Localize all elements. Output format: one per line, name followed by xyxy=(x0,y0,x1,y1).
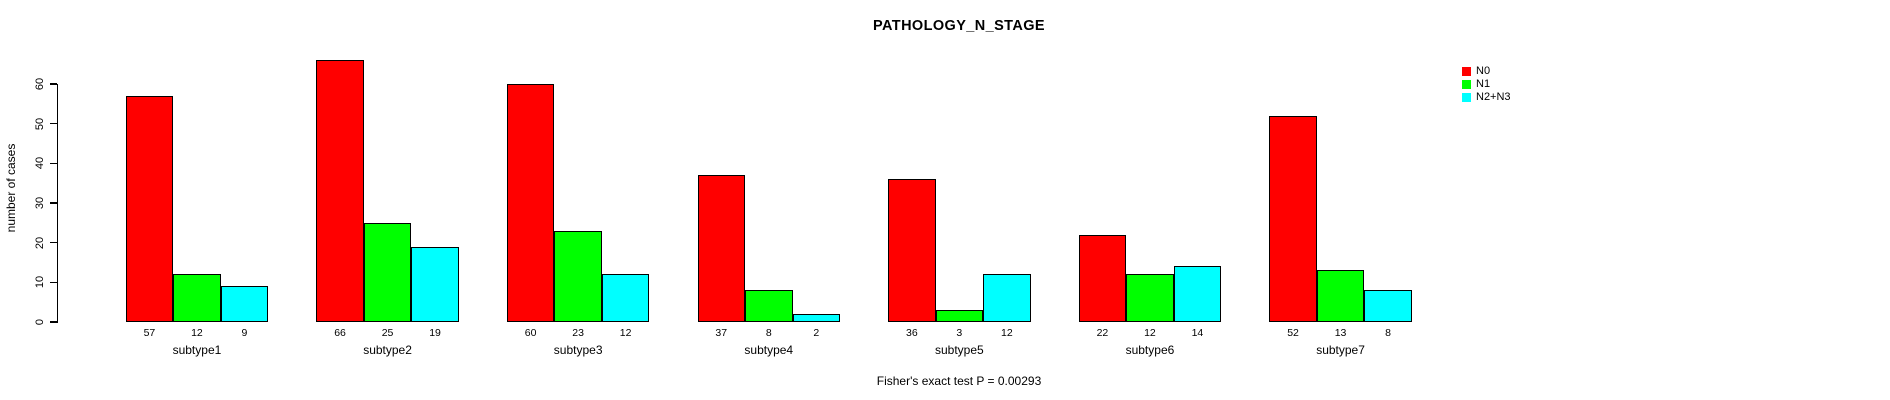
y-tick-label: 10 xyxy=(34,276,46,289)
bar-value-label: 3 xyxy=(956,327,963,339)
category-label-subtype2: subtype2 xyxy=(363,343,412,357)
bar-value-label: 8 xyxy=(765,327,772,339)
category-label-subtype5: subtype5 xyxy=(934,343,984,357)
bar-n1-subtype2 xyxy=(363,222,412,322)
y-tick-mark xyxy=(49,162,57,165)
bar-value-label: 25 xyxy=(381,327,394,339)
y-tick-mark xyxy=(49,281,57,284)
y-tick-mark xyxy=(49,83,57,85)
bar-n2-n3-subtype7 xyxy=(1364,290,1412,322)
y-tick-label: 40 xyxy=(34,157,46,170)
bar-n2-n3-subtype4 xyxy=(792,314,840,322)
bar-n0-subtype1 xyxy=(125,95,174,322)
y-axis-line xyxy=(56,84,58,323)
legend-swatch-icon xyxy=(1462,67,1471,76)
bar-value-label: 12 xyxy=(1144,327,1156,339)
bar-n2-n3-subtype2 xyxy=(411,246,459,322)
y-tick-label: 30 xyxy=(34,196,46,210)
bar-value-label: 2 xyxy=(813,327,820,339)
bar-n0-subtype3 xyxy=(506,84,555,322)
bar-value-label: 19 xyxy=(429,327,441,339)
bar-value-label: 57 xyxy=(143,327,156,339)
legend-label: N2+N3 xyxy=(1476,91,1511,103)
bar-value-label: 14 xyxy=(1191,327,1204,339)
y-tick-mark xyxy=(49,321,57,323)
bar-n1-subtype6 xyxy=(1126,274,1174,322)
bar-n0-subtype5 xyxy=(888,179,936,322)
bar-value-label: 13 xyxy=(1334,327,1347,339)
bar-n1-subtype3 xyxy=(554,230,602,322)
y-tick-label: 0 xyxy=(34,318,46,326)
category-label-subtype7: subtype7 xyxy=(1316,343,1365,357)
y-tick-mark xyxy=(49,122,57,125)
y-tick-label: 60 xyxy=(34,77,46,91)
bar-value-label: 9 xyxy=(241,327,248,339)
legend-row-n2-n3: N2+N3 xyxy=(1462,91,1511,104)
bar-value-label: 22 xyxy=(1096,327,1109,339)
legend: N0 N1 N2+N3 xyxy=(1462,65,1511,104)
legend-label: N0 xyxy=(1476,65,1491,77)
legend-label: N1 xyxy=(1476,78,1491,90)
legend-swatch-icon xyxy=(1462,80,1471,89)
legend-row-n0: N0 xyxy=(1462,65,1511,78)
bar-n1-subtype1 xyxy=(173,274,221,322)
bar-n2-n3-subtype5 xyxy=(983,274,1031,322)
bar-n0-subtype7 xyxy=(1269,115,1317,322)
bar-n1-subtype7 xyxy=(1316,270,1365,322)
bar-n1-subtype4 xyxy=(745,290,793,322)
category-label-subtype3: subtype3 xyxy=(553,343,603,357)
y-tick-label: 20 xyxy=(34,236,46,249)
category-label-subtype1: subtype1 xyxy=(172,343,222,357)
bar-n1-subtype5 xyxy=(935,310,984,322)
bar-value-label: 52 xyxy=(1287,327,1299,339)
bar-value-label: 66 xyxy=(334,327,346,339)
subtitle-fisher-test: Fisher's exact test P = 0.00293 xyxy=(876,374,1042,388)
category-label-subtype4: subtype4 xyxy=(744,343,794,357)
bar-n0-subtype2 xyxy=(316,60,364,322)
bar-value-label: 37 xyxy=(715,327,728,339)
bar-n2-n3-subtype6 xyxy=(1173,266,1222,322)
legend-row-n1: N1 xyxy=(1462,78,1511,91)
bar-value-label: 8 xyxy=(1385,327,1391,339)
bar-n0-subtype6 xyxy=(1078,234,1127,322)
bar-value-label: 12 xyxy=(191,327,203,339)
bar-value-label: 12 xyxy=(619,327,632,339)
legend-swatch-icon xyxy=(1462,93,1471,102)
bar-value-label: 36 xyxy=(906,327,918,339)
y-tick-label: 50 xyxy=(34,117,46,130)
bar-n2-n3-subtype3 xyxy=(601,274,650,322)
bar-n0-subtype4 xyxy=(697,175,745,322)
y-tick-mark xyxy=(49,241,57,244)
bar-value-label: 60 xyxy=(524,327,537,339)
category-label-subtype6: subtype6 xyxy=(1125,343,1175,357)
bar-value-label: 23 xyxy=(572,327,584,339)
y-tick-mark xyxy=(49,202,57,204)
chart-title: PATHOLOGY_N_STAGE xyxy=(873,18,1045,34)
bar-value-label: 12 xyxy=(1001,327,1013,339)
bar-n2-n3-subtype1 xyxy=(220,286,269,322)
y-axis-title: number of cases xyxy=(4,143,18,233)
